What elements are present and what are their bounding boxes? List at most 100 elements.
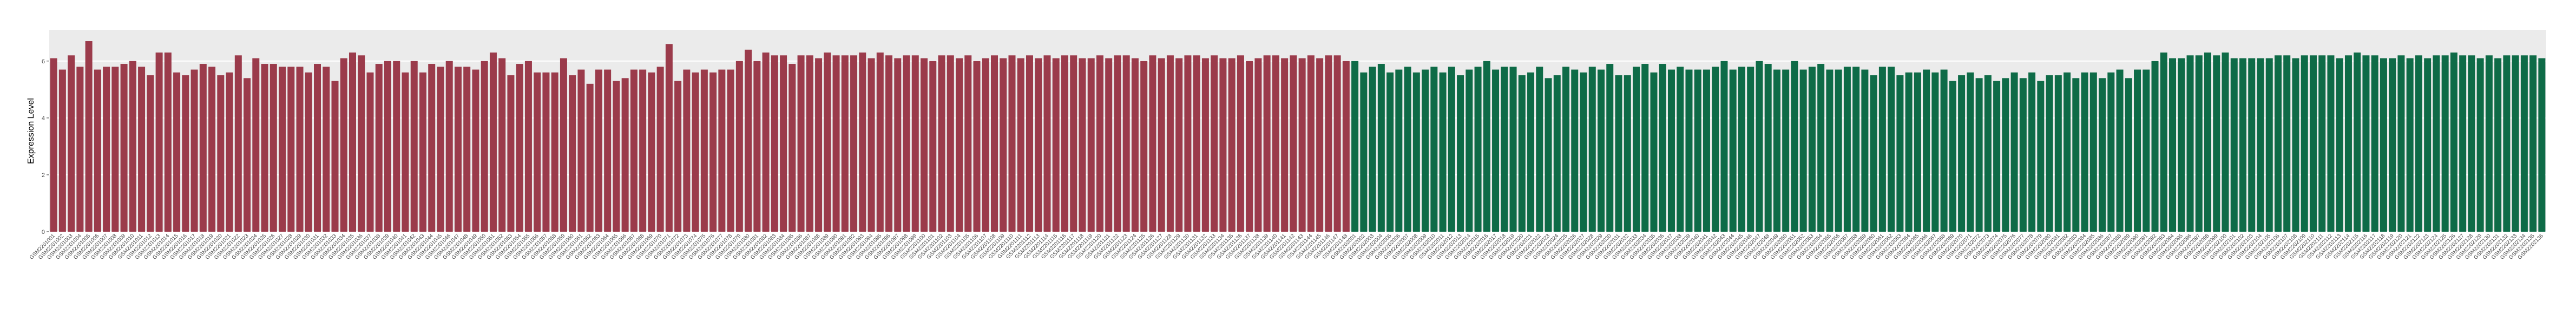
bar — [1026, 55, 1033, 232]
bar — [1087, 58, 1095, 232]
bar — [323, 67, 330, 232]
bar — [551, 72, 558, 232]
bar — [1158, 58, 1165, 232]
bar — [2415, 55, 2422, 232]
bar — [173, 72, 181, 232]
bar — [1000, 58, 1007, 232]
bar — [1659, 64, 1666, 232]
bar — [560, 58, 567, 232]
bar — [244, 78, 251, 232]
bar — [1615, 75, 1622, 232]
bar — [1122, 55, 1130, 232]
bar — [375, 64, 383, 232]
bar — [1272, 55, 1279, 232]
bar — [2265, 58, 2273, 232]
bar — [1404, 67, 1411, 232]
bar — [788, 64, 796, 232]
bar — [1457, 75, 1464, 232]
bar — [569, 75, 576, 232]
bar — [753, 61, 761, 232]
bar — [472, 69, 479, 232]
bar — [85, 41, 93, 232]
bar — [1131, 58, 1139, 232]
bar — [384, 61, 391, 232]
bar — [1773, 69, 1780, 232]
bar — [745, 49, 752, 232]
bar — [2529, 55, 2537, 232]
bar — [938, 55, 945, 232]
bar — [1896, 75, 1904, 232]
bar — [1993, 81, 2001, 232]
bar — [76, 67, 84, 232]
bar — [155, 53, 163, 232]
bar — [1527, 72, 1535, 232]
bar — [1536, 67, 1543, 232]
bar — [1079, 58, 1086, 232]
bar — [481, 61, 488, 232]
bar — [1870, 75, 1877, 232]
bar — [1553, 75, 1561, 232]
bar — [287, 67, 295, 232]
bar — [542, 72, 550, 232]
bar — [577, 69, 585, 232]
bar — [1931, 72, 1939, 232]
bar — [2046, 75, 2053, 232]
bar — [1843, 67, 1851, 232]
bar — [2485, 55, 2493, 232]
bar — [2037, 81, 2045, 232]
bar — [2089, 72, 2097, 232]
bar — [1307, 55, 1315, 232]
bar — [1263, 55, 1271, 232]
bar — [50, 58, 57, 232]
bar — [2397, 55, 2405, 232]
bar — [2222, 53, 2229, 232]
bar — [894, 58, 902, 232]
bar — [1052, 58, 1060, 232]
bar — [190, 69, 198, 232]
y-tick-label: 6 — [42, 58, 45, 65]
bar — [1632, 67, 1640, 232]
bar — [1685, 69, 1693, 232]
bar — [921, 58, 928, 232]
bar — [217, 75, 225, 232]
bar — [454, 67, 462, 232]
bar — [2125, 78, 2132, 232]
bar — [340, 58, 347, 232]
bar — [147, 75, 154, 232]
bar — [2204, 53, 2212, 232]
bar — [762, 53, 770, 232]
bar — [1246, 61, 1253, 232]
bar — [735, 61, 743, 232]
bar — [2309, 55, 2317, 232]
bar — [973, 61, 981, 232]
bar — [903, 55, 910, 232]
bar — [885, 55, 893, 232]
bar — [1905, 72, 1913, 232]
bar — [208, 67, 216, 232]
bar — [1861, 69, 1869, 232]
bar — [2468, 55, 2475, 232]
bar — [797, 55, 805, 232]
bar — [1228, 58, 1236, 232]
bar — [1439, 72, 1447, 232]
bar — [1140, 61, 1148, 232]
bar — [68, 55, 75, 232]
bar — [1386, 72, 1394, 232]
bar — [489, 53, 497, 232]
bar — [929, 61, 937, 232]
bar — [692, 72, 699, 232]
bar — [700, 69, 708, 232]
bar — [1764, 64, 1772, 232]
bar — [1852, 67, 1860, 232]
bar — [437, 67, 444, 232]
bar — [674, 81, 682, 232]
bar — [1466, 69, 1473, 232]
bar — [1237, 55, 1244, 232]
bar — [1667, 69, 1675, 232]
bar — [2064, 72, 2071, 232]
bar — [1888, 67, 1895, 232]
bar — [1923, 69, 1930, 232]
bar — [2134, 69, 2141, 232]
bar — [349, 53, 357, 232]
bar — [2371, 55, 2378, 232]
